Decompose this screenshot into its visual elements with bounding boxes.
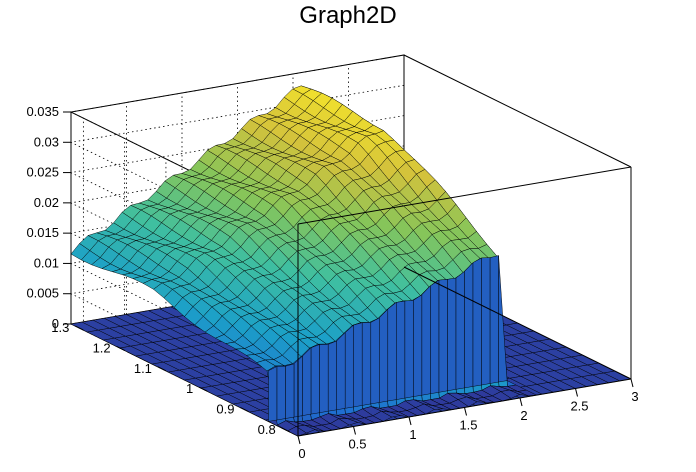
surface-mesh: [70, 85, 538, 437]
y-tick-label: 1: [186, 381, 193, 396]
y-tick-mark: [198, 386, 208, 392]
surface-cell: [430, 279, 440, 394]
surface-cell: [387, 301, 397, 402]
surface-cell: [447, 277, 457, 392]
z-axis-ticks: 0 0.005 0.01 0.015 0.02 0.025 0.03 0.035: [26, 104, 71, 331]
x-tick-label: 0: [298, 446, 305, 461]
surface-cell: [498, 255, 508, 383]
surface-cell: [438, 279, 448, 393]
x-tick-mark: [464, 407, 467, 416]
box-edge: [297, 166, 632, 225]
surface-cell: [336, 332, 346, 411]
x-tick-mark: [630, 378, 634, 388]
box-edge: [403, 266, 632, 380]
y-tick-label: 1.1: [134, 361, 152, 376]
surface-cell: [276, 365, 286, 421]
x-tick-mark: [575, 388, 578, 397]
y-tick-label: 1.3: [51, 320, 69, 335]
x-tick-label: 3: [631, 389, 638, 404]
y-tick-label: 0.8: [258, 422, 276, 437]
y-axis-ticks: 0.8 0.9 1 1.1 1.2 1.3: [51, 320, 290, 437]
surface-cell: [353, 322, 363, 408]
y-tick-mark: [157, 366, 167, 372]
x-tick-mark: [519, 397, 523, 407]
y-tick-label: 1.2: [93, 340, 111, 355]
y-tick-mark: [116, 346, 125, 351]
surface-cell: [268, 366, 278, 422]
y-tick-label: 0.9: [216, 402, 234, 417]
surface-cell: [285, 363, 295, 419]
surface-cell: [404, 300, 414, 399]
x-tick-mark: [353, 426, 356, 435]
z-tick-label: 0.01: [34, 255, 59, 270]
surface-cell: [302, 347, 312, 416]
surface-cell: [370, 317, 380, 405]
surface-cell: [421, 285, 431, 396]
z-tick-label: 0.005: [26, 286, 59, 301]
y-tick-mark: [281, 427, 290, 433]
surface-cell: [361, 322, 372, 406]
y-tick-mark: [75, 325, 84, 331]
surface-cell: [489, 255, 499, 384]
x-tick-label: 1.5: [459, 418, 477, 433]
surface-cell: [344, 324, 354, 409]
x-tick-label: 0.5: [348, 437, 366, 452]
surface-cell: [413, 294, 423, 397]
surface-cell: [455, 270, 465, 390]
surface-cell: [319, 344, 329, 413]
x-tick-mark: [408, 416, 412, 426]
z-tick-label: 0: [52, 316, 59, 331]
surface-cell: [379, 308, 389, 403]
surface-cell: [464, 262, 474, 389]
z-tick-label: 0.03: [34, 134, 59, 149]
chart-title: Graph2D: [299, 2, 397, 29]
x-tick-mark: [297, 435, 301, 445]
x-tick-label: 1: [409, 427, 416, 442]
y-tick-mark: [240, 407, 249, 413]
surface-cell: [481, 257, 491, 386]
box-edge: [403, 54, 632, 168]
z-tick-label: 0.035: [26, 104, 59, 119]
z-tick-label: 0.02: [34, 195, 59, 210]
surface-cell: [396, 300, 406, 400]
z-tick-label: 0.015: [26, 225, 59, 240]
x-tick-label: 2: [520, 408, 527, 423]
z-tick-label: 0.025: [26, 165, 59, 180]
x-tick-label: 2.5: [570, 399, 588, 414]
surface-cell: [472, 257, 482, 387]
surface-cell: [327, 340, 337, 412]
x-axis-ticks: 0 0.5 1 1.5 2 2.5 3: [297, 378, 639, 461]
surface-cell: [287, 426, 308, 437]
surface-cell: [310, 344, 320, 415]
